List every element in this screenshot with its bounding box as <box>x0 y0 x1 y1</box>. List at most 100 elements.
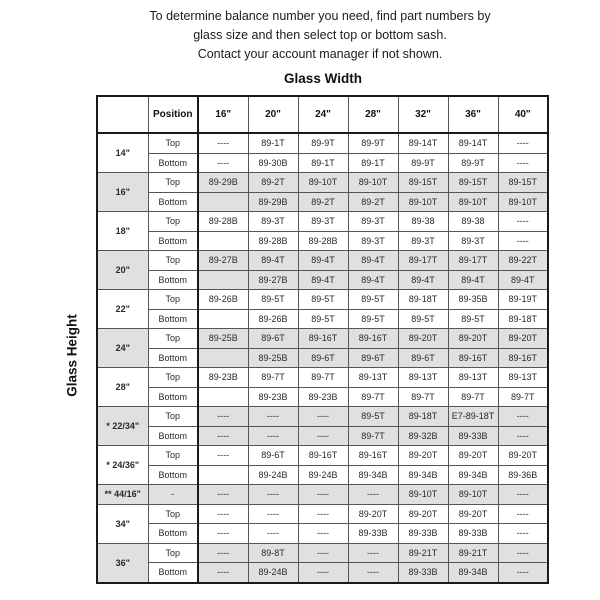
part-cell: 89-34B <box>447 562 499 583</box>
part-cell: 89-9T <box>297 132 349 154</box>
part-cell: 89-6T <box>247 328 299 349</box>
part-cell: ---- <box>197 484 249 505</box>
part-cell: 89-2T <box>297 191 349 212</box>
part-cell: ---- <box>197 132 249 154</box>
table-header: Position 16" 20" 24" 28" 32" 36" 40" <box>96 95 549 134</box>
part-cell: ---- <box>497 406 549 427</box>
part-cell: 89-3T <box>347 230 399 251</box>
part-cell: 89-28B <box>297 230 349 251</box>
part-cell: 89-15T <box>497 172 549 193</box>
part-cell: 89-20T <box>347 503 399 524</box>
part-cell: ---- <box>197 406 249 427</box>
part-cell: 89-34B <box>447 464 499 485</box>
part-cell: ---- <box>297 484 349 505</box>
part-cell: 89-4T <box>347 250 399 271</box>
table-row: 34" Top ---- ---- ---- 89-20T 89-20T 89-20T ---- <box>96 503 549 544</box>
part-cell: 89-5T <box>297 308 349 329</box>
part-cell: 89-13T <box>347 367 399 388</box>
part-cell: 89-33B <box>447 425 499 446</box>
part-cell: 89-4T <box>347 269 399 290</box>
glass-height-label: 34" <box>96 503 149 544</box>
part-cell <box>197 269 249 290</box>
part-cell: 89-10T <box>397 191 449 212</box>
part-cell: 89-7T <box>497 386 549 407</box>
part-cell: 89-20T <box>397 445 449 466</box>
part-cell: 89-4T <box>297 269 349 290</box>
part-cell: 89-4T <box>497 269 549 290</box>
table-row: 14" Top ---- 89-1T 89-9T 89-9T 89-14T 89-14T ---… <box>96 132 549 173</box>
part-cell: 89-24B <box>247 562 299 583</box>
part-cell: ---- <box>297 542 349 563</box>
part-cell: 89-20T <box>497 445 549 466</box>
table-row: ** 44/16" - ---- ---- ---- ---- 89-10T 89-10T --… <box>96 484 549 505</box>
part-cell: 89-30B <box>247 152 299 173</box>
table-row: 24" Top 89-25B 89-6T 89-16T 89-16T 89-20T 89-20… <box>96 328 549 368</box>
glass-height-label: * 22/34" <box>96 406 149 446</box>
part-cell: 89-22T <box>497 250 549 271</box>
glass-height-label: 36" <box>96 542 149 583</box>
part-cell: 89-15T <box>397 172 449 193</box>
part-cell: 89-20T <box>447 328 499 349</box>
part-cell: 89-10T <box>447 191 499 212</box>
position-cell: Top <box>147 211 199 232</box>
table-row: * 22/34" Top ---- ---- ---- 89-5T 89-18T E7-89-… <box>96 406 549 446</box>
part-cell: 89-10T <box>297 172 349 193</box>
glass-height-label: 16" <box>96 172 149 212</box>
part-cell: ---- <box>297 406 349 427</box>
corner-cell <box>96 95 149 134</box>
table-row: Bottom 89-24B 89-24B 89-34B 89-34B 89-34B 89-3… <box>97 464 549 485</box>
part-cell: 89-9T <box>397 152 449 173</box>
part-cell: ---- <box>197 503 249 524</box>
part-cell: 89-5T <box>447 308 499 329</box>
position-cell: Bottom <box>147 425 199 446</box>
part-cell: 89-10T <box>397 484 449 505</box>
part-cell: 89-5T <box>347 289 399 310</box>
part-cell: 89-7T <box>347 386 399 407</box>
part-cell: ---- <box>297 523 349 544</box>
table-row: 20" Top 89-27B 89-4T 89-4T 89-4T 89-17T 89-17T 8… <box>96 250 549 290</box>
part-cell: 89-34B <box>347 464 399 485</box>
part-cell: 89-28B <box>247 230 299 251</box>
part-cell: 89-9T <box>347 132 399 154</box>
glass-height-label: 14" <box>96 132 149 173</box>
position-cell: Top <box>147 406 199 427</box>
part-cell: ---- <box>347 562 399 583</box>
part-cell: 89-4T <box>297 250 349 271</box>
part-cell: 89-16T <box>347 328 399 349</box>
glass-height-label: * 24/36" <box>96 445 149 485</box>
position-cell: Top <box>147 367 199 388</box>
part-cell: 89-4T <box>397 269 449 290</box>
table-row: Bottom 89-25B 89-6T 89-6T 89-6T 89-16T 89-16T <box>97 347 549 368</box>
part-cell: ---- <box>247 406 299 427</box>
part-cell: 89-3T <box>347 211 399 232</box>
part-cell: 89-26B <box>247 308 299 329</box>
position-cell: Bottom <box>147 191 199 212</box>
width-header-24in: 24" <box>297 95 349 134</box>
part-cell: 89-6T <box>297 347 349 368</box>
part-cell: 89-3T <box>447 230 499 251</box>
table-row: 22" Top 89-26B 89-5T 89-5T 89-5T 89-18T 89-35B 8… <box>96 289 549 329</box>
position-cell: Bottom <box>147 523 199 544</box>
part-cell: 89-21T <box>397 542 449 563</box>
table-row: Bottom ---- ---- ---- 89-33B 89-33B 89-33B ---- <box>97 523 549 544</box>
part-cell: 89-17T <box>397 250 449 271</box>
glass-height-label: 18" <box>96 211 149 251</box>
part-cell: ---- <box>497 211 549 232</box>
part-cell: ---- <box>197 562 249 583</box>
part-cell: 89-3T <box>397 230 449 251</box>
table-row: Bottom ---- 89-24B ---- ---- 89-33B 89-34B ---- <box>97 562 549 583</box>
position-cell: Top <box>147 132 199 154</box>
part-cell: 89-3T <box>297 211 349 232</box>
part-cell: 89-34B <box>397 464 449 485</box>
part-cell: ---- <box>197 425 249 446</box>
balance-part-table: Position 16" 20" 24" 28" 32" 36" 40" 14" Top ----… <box>96 95 549 584</box>
part-cell: ---- <box>497 562 549 583</box>
position-column-header: Position <box>147 95 199 134</box>
position-cell: Top <box>147 289 199 310</box>
glass-height-label: 24" <box>96 328 149 368</box>
part-cell: 89-27B <box>247 269 299 290</box>
part-cell: ---- <box>197 445 249 466</box>
part-cell: 89-29B <box>247 191 299 212</box>
table-row: Bottom ---- 89-30B 89-1T 89-1T 89-9T 89-9T ---- <box>97 152 549 173</box>
